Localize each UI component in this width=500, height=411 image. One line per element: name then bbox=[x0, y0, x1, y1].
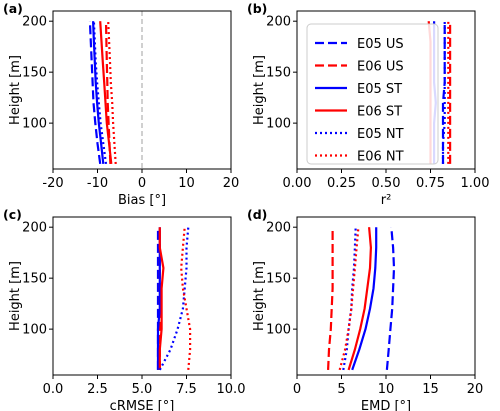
axes-frame bbox=[52, 10, 232, 170]
x-tick-label: 10.0 bbox=[217, 382, 246, 397]
series-line-e06-nt bbox=[180, 227, 192, 370]
x-tick-label: 5 bbox=[337, 382, 345, 397]
series-line-e06-nt bbox=[107, 21, 117, 164]
panel-label: (b) bbox=[247, 1, 267, 16]
panel-d: 0 5 10 15 20 100 150 200 EMD [°] Height [m] (d) bbox=[247, 207, 483, 411]
y-tick-label: 200 bbox=[266, 221, 291, 236]
x-tick-label: 15 bbox=[422, 382, 439, 397]
series-line-e05-st bbox=[351, 227, 378, 371]
y-tick-label: 100 bbox=[266, 117, 291, 132]
x-tick-label: 10 bbox=[378, 382, 395, 397]
legend-entry: E05 ST bbox=[357, 82, 402, 97]
y-tick-label: 100 bbox=[266, 323, 291, 338]
legend: E05 US E06 US E05 ST E06 ST E05 NT E06 NT bbox=[306, 23, 439, 165]
series-line-e06-nt bbox=[338, 227, 360, 371]
x-tick-label: -10 bbox=[87, 176, 108, 191]
x-tick-label: 0.25 bbox=[327, 176, 356, 191]
series-line-e05-us bbox=[385, 227, 396, 370]
legend-box bbox=[306, 23, 439, 165]
series-line-e05-nt bbox=[342, 227, 357, 371]
y-axis-label: Height [m] bbox=[8, 261, 23, 331]
y-tick-label: 200 bbox=[266, 15, 291, 30]
x-tick-label: 20 bbox=[467, 382, 484, 397]
panel-a: -20 -10 0 10 20 100 150 200 Bias [°] Height [m] (a… bbox=[3, 1, 239, 208]
x-tick-label: 0 bbox=[138, 176, 146, 191]
x-axis-label: Bias [°] bbox=[118, 193, 166, 208]
series-line-e05-us bbox=[88, 21, 102, 165]
y-tick-label: 100 bbox=[22, 323, 47, 338]
x-tick-label: 7.5 bbox=[176, 382, 197, 397]
series-line-e06-us bbox=[327, 227, 334, 370]
x-axis-label: EMD [°] bbox=[361, 399, 411, 411]
legend-entry: E05 US bbox=[357, 37, 404, 52]
x-tick-label: 0.75 bbox=[416, 176, 445, 191]
panel-b: 0.00 0.25 0.50 0.75 1.00 100 150 200 r² Height [m… bbox=[247, 1, 489, 208]
series-line-e05-nt bbox=[92, 21, 108, 165]
y-axis-label: Height [m] bbox=[252, 261, 267, 331]
axes-frame bbox=[296, 216, 476, 376]
panel-label: (d) bbox=[247, 207, 267, 222]
legend-entry: E06 US bbox=[357, 60, 404, 75]
x-axis-label: cRMSE [°] bbox=[110, 399, 175, 411]
x-tick-label: 0.50 bbox=[372, 176, 401, 191]
x-tick-label: 0 bbox=[293, 382, 301, 397]
series-line-e05-nt bbox=[441, 21, 446, 164]
y-axis-label: Height [m] bbox=[8, 55, 23, 125]
series-line-e06-st bbox=[99, 21, 113, 165]
x-tick-label: 10 bbox=[178, 176, 195, 191]
y-tick-label: 200 bbox=[22, 15, 47, 30]
x-tick-label: 0.0 bbox=[43, 382, 64, 397]
y-tick-label: 100 bbox=[22, 117, 47, 132]
y-axis-label: Height [m] bbox=[252, 55, 267, 125]
y-tick-label: 150 bbox=[22, 272, 47, 287]
x-tick-label: 1.00 bbox=[461, 176, 490, 191]
legend-entry: E06 NT bbox=[357, 150, 404, 165]
series-line-e05-nt bbox=[158, 227, 190, 371]
legend-entry: E06 ST bbox=[357, 105, 402, 120]
panel-label: (a) bbox=[3, 1, 23, 16]
series-line-e06-us bbox=[104, 21, 112, 164]
series-line-e06-st bbox=[158, 227, 165, 370]
legend-entry: E05 NT bbox=[357, 127, 404, 142]
panel-c: 0.0 2.5 5.0 7.5 10.0 100 150 200 cRMSE [°] Height… bbox=[3, 207, 245, 411]
x-tick-label: -20 bbox=[42, 176, 63, 191]
series-line-e05-st bbox=[92, 21, 105, 165]
y-tick-label: 150 bbox=[22, 66, 47, 81]
x-tick-label: 20 bbox=[223, 176, 240, 191]
y-tick-label: 150 bbox=[266, 272, 291, 287]
x-axis-label: r² bbox=[381, 193, 392, 208]
panel-label: (c) bbox=[3, 207, 22, 222]
y-tick-label: 150 bbox=[266, 66, 291, 81]
series-line-e06-st bbox=[347, 227, 372, 371]
y-tick-label: 200 bbox=[22, 221, 47, 236]
x-tick-label: 2.5 bbox=[87, 382, 108, 397]
x-tick-label: 0.00 bbox=[283, 176, 312, 191]
axes-frame bbox=[52, 216, 232, 376]
x-tick-label: 5.0 bbox=[132, 382, 153, 397]
